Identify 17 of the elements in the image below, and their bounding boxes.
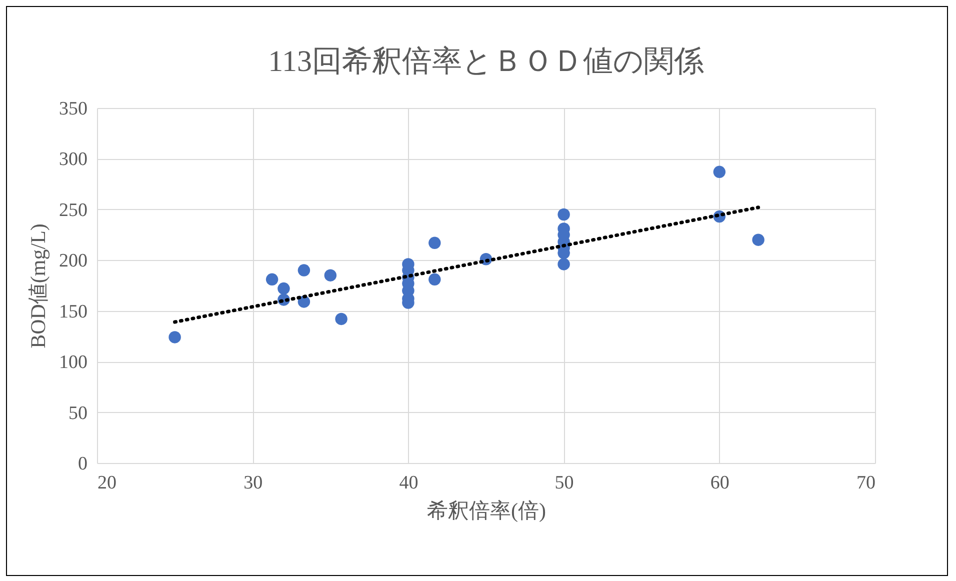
x-axis-title: 希釈倍率(倍) xyxy=(427,498,546,522)
x-tick-label: 40 xyxy=(399,472,418,494)
x-tick-label: 70 xyxy=(856,472,876,494)
y-axis-title: BOD値(mg/L) xyxy=(26,224,50,348)
x-tick-label: 50 xyxy=(554,472,574,494)
y-tick-label: 0 xyxy=(78,454,88,474)
y-tick-label: 250 xyxy=(59,200,88,221)
y-tick-label: 300 xyxy=(59,149,88,170)
y-tick-label: 200 xyxy=(59,250,88,272)
y-tick-label: 100 xyxy=(59,352,88,374)
x-tick-label: 60 xyxy=(710,472,730,494)
chart-title: 113回希釈倍率とＢＯＤ値の関係 xyxy=(268,45,704,78)
y-tick-label: 150 xyxy=(59,301,88,322)
x-tick-label: 20 xyxy=(98,472,116,494)
y-tick-label: 50 xyxy=(68,402,88,424)
y-tick-label: 350 xyxy=(59,98,88,120)
x-tick-label: 30 xyxy=(244,472,263,494)
